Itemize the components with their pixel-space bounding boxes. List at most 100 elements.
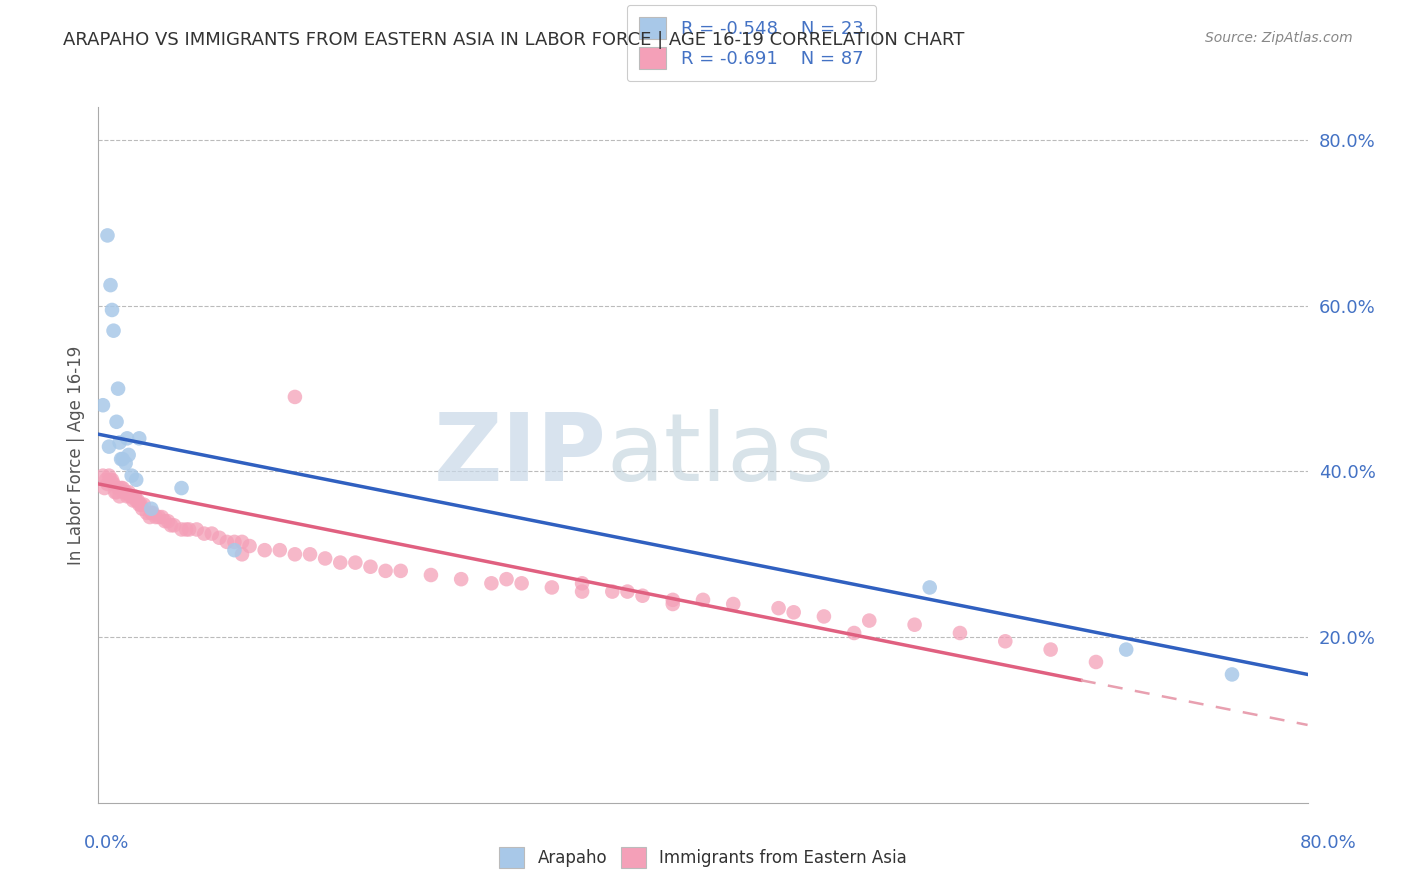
Point [91,468,114,483]
Point [145,510,167,524]
Point [108,489,131,503]
Point [224,534,246,549]
Point [114,456,136,470]
Point [93,481,115,495]
Point [201,526,224,541]
Point [107,481,129,495]
Point [153,514,176,528]
Point [571,584,593,599]
Point [125,493,148,508]
Point [450,572,472,586]
Point [135,506,157,520]
Point [193,526,215,541]
Point [94,473,117,487]
Point [170,481,193,495]
Point [129,498,152,512]
Point [111,481,134,495]
Point [114,485,136,500]
Point [1085,655,1108,669]
Point [994,634,1017,648]
Point [163,518,186,533]
Point [100,473,122,487]
Point [858,614,880,628]
Point [160,518,183,533]
Point [231,547,253,561]
Point [118,448,141,462]
Point [269,543,291,558]
Point [101,302,124,317]
Point [121,468,143,483]
Point [208,531,231,545]
Point [110,452,132,467]
Point [105,485,128,500]
Point [949,626,972,640]
Point [284,547,307,561]
Point [224,543,246,558]
Point [329,556,352,570]
Text: Source: ZipAtlas.com: Source: ZipAtlas.com [1205,31,1353,45]
Point [98,468,121,483]
Point [723,597,745,611]
Text: ZIP: ZIP [433,409,606,501]
Point [110,481,132,495]
Point [111,452,134,467]
Point [128,498,150,512]
Point [131,501,153,516]
Point [156,514,179,528]
Point [540,581,562,595]
Point [692,592,714,607]
Point [918,581,941,595]
Point [783,605,806,619]
Text: atlas: atlas [606,409,835,501]
Point [98,440,121,454]
Point [115,431,138,445]
Point [495,572,517,586]
Point [284,390,307,404]
Point [101,473,124,487]
Point [103,476,125,491]
Point [299,547,322,561]
Point [108,435,131,450]
Point [141,501,163,516]
Point [616,584,638,599]
Point [571,576,593,591]
Point [141,506,163,520]
Point [179,523,201,537]
Text: 80.0%: 80.0% [1301,834,1357,852]
Point [389,564,412,578]
Point [1039,642,1062,657]
Point [904,617,927,632]
Point [96,228,118,243]
Point [510,576,533,591]
Point [661,592,683,607]
Point [1220,667,1243,681]
Point [170,523,193,537]
Point [124,489,146,503]
Point [314,551,336,566]
Point [360,559,382,574]
Y-axis label: In Labor Force | Age 16-19: In Labor Force | Age 16-19 [66,345,84,565]
Legend: Arapaho, Immigrants from Eastern Asia: Arapaho, Immigrants from Eastern Asia [492,841,914,874]
Point [125,473,148,487]
Point [132,498,155,512]
Point [107,382,129,396]
Point [100,278,122,293]
Point [118,485,141,500]
Point [215,534,238,549]
Point [661,597,683,611]
Point [105,415,128,429]
Point [127,493,149,508]
Point [142,506,165,520]
Point [631,589,654,603]
Point [91,398,114,412]
Point [112,485,135,500]
Point [128,431,150,445]
Point [96,476,118,491]
Point [115,489,138,503]
Point [148,510,170,524]
Point [253,543,276,558]
Point [844,626,866,640]
Point [239,539,262,553]
Point [1115,642,1137,657]
Text: ARAPAHO VS IMMIGRANTS FROM EASTERN ASIA IN LABOR FORCE | AGE 16-19 CORRELATION C: ARAPAHO VS IMMIGRANTS FROM EASTERN ASIA … [63,31,965,49]
